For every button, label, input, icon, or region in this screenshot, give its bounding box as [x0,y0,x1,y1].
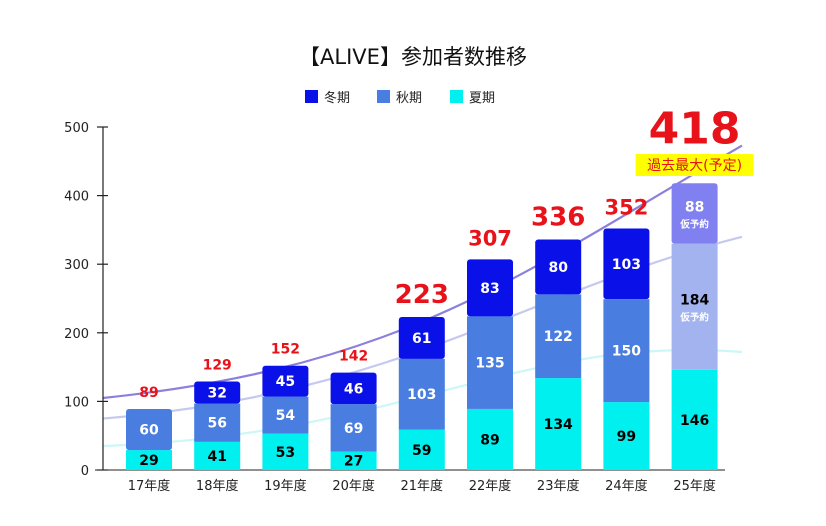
y-tick-label-0: 0 [81,464,89,479]
bar-8-2 [671,183,718,244]
total-label-3: 142 [339,349,368,365]
legend-label-1: 秋期 [396,91,422,106]
bar-label-3-1: 69 [344,421,363,437]
bar-2-2 [262,365,309,397]
bar-5-2 [467,259,513,317]
y-tick-label-400: 400 [64,190,89,205]
bar-label-1-2: 32 [207,385,226,401]
total-label-0: 89 [139,385,158,401]
bar-label-8-0: 146 [680,413,709,429]
category-label-4: 21年度 [401,478,444,494]
bar-label-7-2: 103 [612,257,641,273]
bar-2-0 [262,433,309,470]
total-label-6: 336 [531,203,585,233]
bar-label-8-1: 184 [680,293,709,309]
bar-4-0 [398,429,445,470]
category-labels: 17年度 18年度 19年度 20年度 21年度 22年度 23年度 24年度 25年度 [128,478,716,494]
bar-3-1 [330,404,377,452]
bar-1-0 [194,441,241,470]
legend: 冬期 秋期 夏期 [305,90,495,106]
bar-6-0 [535,378,582,470]
legend-label-2: 冬期 [324,90,350,106]
y-tick-label-300: 300 [64,258,89,273]
record-note: 過去最大(予定) [647,158,742,174]
bar-label-1-0: 41 [207,449,226,465]
total-label-5: 307 [468,226,512,250]
total-label-1: 129 [203,358,232,374]
bar-label-7-1: 150 [612,344,641,360]
bar-label-1-1: 56 [207,416,226,432]
bar-label-2-1: 54 [276,408,296,424]
category-label-5: 22年度 [469,478,512,494]
bar-label-6-1: 122 [544,329,573,345]
record-note-highlight [635,154,754,176]
category-label-3: 20年度 [332,478,375,494]
legend-swatch-2 [305,90,318,103]
legend-label-0: 夏期 [469,91,495,106]
bar-label-5-1: 135 [475,356,504,372]
bar-5-0 [467,408,513,470]
total-label-4: 223 [395,280,449,310]
total-label-7: 352 [604,196,648,220]
legend-swatch-1 [377,90,390,103]
y-tick-label-200: 200 [64,327,89,342]
y-tick-label-500: 500 [64,121,89,136]
bar-label-7-0: 99 [617,429,636,445]
bar-1-1 [194,403,241,442]
total-label-2: 152 [271,342,300,358]
bar-1-2 [194,381,241,404]
bar-3-0 [330,451,377,470]
bar-label-6-2: 80 [548,260,568,276]
category-label-0: 17年度 [128,478,171,494]
bar-label-4-1: 103 [407,387,436,403]
bar-label-2-2: 45 [276,374,295,390]
annotations: 過去最大(予定) [635,154,754,176]
bar-3-2 [330,372,377,405]
bar-label-0-1: 60 [139,423,159,439]
bar-2-1 [262,396,309,434]
bar-label-3-0: 27 [344,454,363,470]
bar-label-6-0: 134 [544,417,573,433]
total-label-8: 418 [649,103,741,154]
bar-label-4-0: 59 [412,443,431,459]
category-label-1: 18年度 [196,478,239,494]
bar-label-4-2: 61 [412,331,431,347]
bar-6-2 [535,239,582,295]
bar-7-0 [603,402,650,470]
bar-6-1 [535,294,582,379]
bar-8-1 [671,243,718,370]
bar-label-0-0: 29 [139,453,158,469]
bar-5-1 [467,316,513,409]
bar-0-0 [126,450,172,470]
category-label-2: 19年度 [264,478,307,494]
category-label-6: 23年度 [537,478,580,494]
bars: 29 60 41 56 32 53 54 45 27 69 46 59 103 61 89 135 83 134 1… [126,183,718,470]
category-label-8: 25年度 [673,478,716,494]
y-tick-label-100: 100 [64,395,89,410]
bar-7-1 [603,299,650,403]
bar-4-1 [398,358,445,430]
chart-title: 【ALIVE】参加者数推移 [299,45,527,69]
total-labels: 89 129 152 142 223 307 336 352 418 [139,103,740,401]
bar-label-5-0: 89 [480,432,499,448]
provisional-label-1: 仮予約 [679,312,709,324]
bar-4-2 [398,317,445,359]
bar-label-2-0: 53 [276,445,295,461]
bar-label-5-2: 83 [480,281,499,297]
provisional-label-2: 仮予約 [679,218,709,230]
category-label-7: 24年度 [605,478,648,494]
bar-7-2 [603,228,650,300]
bar-label-3-2: 46 [344,381,363,397]
bar-label-8-2: 88 [685,199,704,215]
trendline-0 [102,144,743,400]
bar-8-0 [671,369,718,470]
bar-0-1 [126,408,172,451]
legend-swatch-0 [450,90,463,103]
